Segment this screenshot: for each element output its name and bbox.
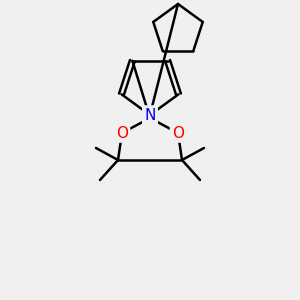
Text: O: O bbox=[172, 125, 184, 140]
Text: N: N bbox=[144, 107, 156, 122]
Text: O: O bbox=[116, 125, 128, 140]
Text: B: B bbox=[145, 110, 155, 125]
